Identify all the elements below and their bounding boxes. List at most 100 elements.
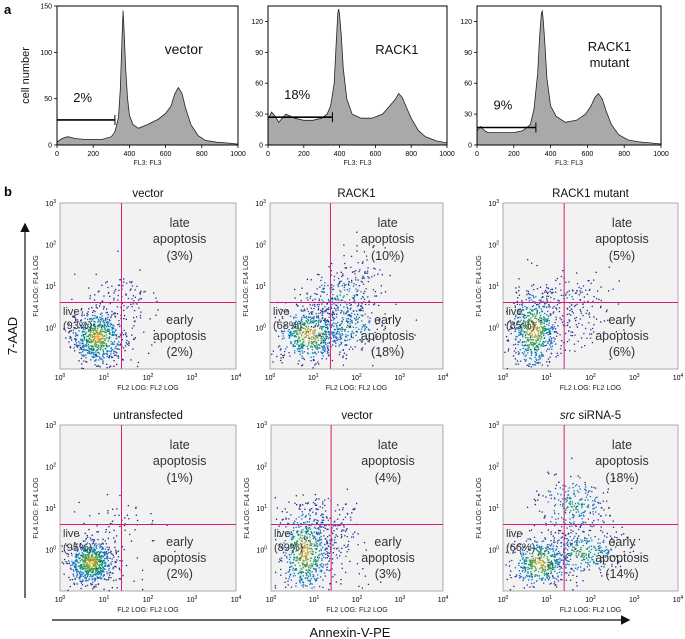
event-dot [343,286,345,288]
event-dot [319,570,321,572]
event-dot [101,300,104,302]
event-dot [521,548,524,551]
event-dot [318,324,320,326]
event-dot [107,292,109,294]
event-dot [537,343,540,345]
y-tick-exponent: 1 [264,504,267,510]
event-dot [94,337,96,339]
event-dot [549,306,551,308]
event-dot [539,552,541,554]
event-dot [304,323,306,325]
event-dot [546,544,549,546]
y-tick-label: 150 [40,4,52,11]
event-dot [101,554,103,557]
event-dot [113,299,115,301]
event-dot [136,557,138,559]
event-dot [520,328,522,330]
event-dot [338,333,340,335]
event-dot [324,527,327,529]
event-dot [314,292,316,295]
event-dot [104,327,106,329]
event-dot [512,322,514,324]
event-dot [101,542,104,544]
event-dot [82,346,84,348]
event-dot [96,556,98,558]
event-dot [342,296,344,298]
event-dot [105,543,107,545]
event-dot [588,556,591,559]
scatter-frame [502,202,679,370]
event-dot [538,571,540,573]
histogram-title-line-2: mutant [590,55,630,70]
event-dot [516,536,518,538]
event-dot [330,324,333,326]
event-dot [299,582,301,584]
event-dot [306,278,309,280]
event-dot [281,519,283,521]
event-dot [342,356,344,359]
event-dot [537,550,539,552]
event-dot [525,321,527,323]
event-dot [321,328,323,331]
event-dot [347,321,349,323]
event-dot [555,291,557,293]
event-dot [89,327,91,329]
event-dot [352,508,354,510]
event-dot [66,544,68,547]
event-dot [323,347,325,349]
event-dot [514,548,516,550]
event-dot [332,331,334,333]
event-dot [333,279,335,281]
event-dot [75,345,77,347]
event-dot [513,585,515,588]
event-dot [327,519,329,521]
event-dot [280,547,282,549]
event-dot [521,352,524,354]
event-dot [306,585,308,587]
event-dot [112,554,114,556]
event-dot [80,563,82,566]
event-dot [314,345,316,347]
event-dot [377,273,379,275]
event-dot [337,307,339,309]
event-dot [301,355,303,357]
event-dot [553,298,555,300]
x-tick-exponent: 1 [549,373,552,379]
event-dot [90,554,93,556]
event-dot [306,558,308,560]
event-dot [543,574,546,576]
event-dot [295,585,297,587]
event-dot [287,330,289,332]
event-dot [87,339,89,342]
x-tick-exponent: 2 [151,595,154,601]
event-dot [98,290,100,292]
event-dot [301,562,303,564]
event-dot [524,576,527,578]
event-dot [277,530,279,533]
event-dot [134,320,136,322]
event-dot [555,549,557,552]
event-dot [335,333,338,335]
event-dot [79,576,81,578]
event-dot [304,333,306,335]
event-dot [535,296,537,298]
event-dot [97,567,99,570]
event-dot [113,325,115,327]
event-dot [548,579,550,581]
live-label: live [63,528,80,540]
event-dot [575,555,577,557]
event-dot [353,297,355,299]
event-dot [68,341,70,343]
event-dot [515,287,517,289]
event-dot [303,344,305,346]
event-dot [562,315,564,317]
event-dot [107,345,109,347]
event-dot [91,549,94,551]
event-dot [136,316,138,318]
event-dot [310,313,313,315]
event-dot [110,323,112,325]
event-dot [331,313,334,315]
event-dot [544,325,546,327]
event-dot [525,553,527,555]
event-dot [531,576,533,579]
